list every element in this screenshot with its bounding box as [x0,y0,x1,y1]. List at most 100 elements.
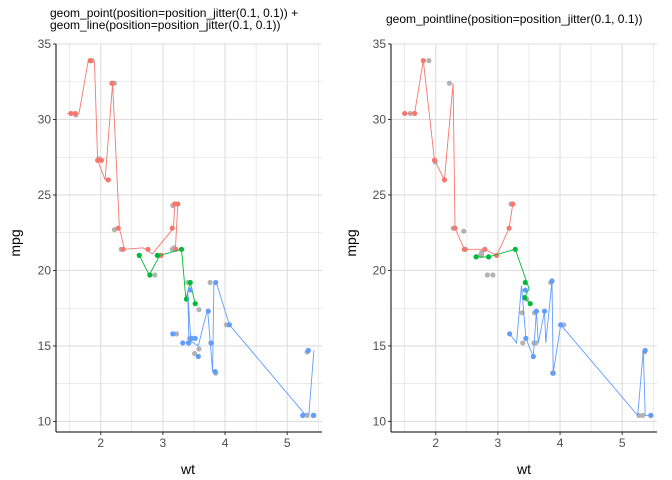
series-1-point [402,110,408,117]
series-1-point [95,157,101,163]
series-2-point [512,246,518,252]
series-3-point [507,331,513,337]
overlap-point [640,412,646,418]
overlap-point [461,228,467,234]
series-2-point [187,279,193,286]
overlap-point [426,58,432,64]
series-1-point [452,225,458,231]
y-tick-label: 25 [373,188,387,202]
x-tick-label: 4 [557,436,564,450]
series-1-line [404,60,514,257]
series-1-point [98,157,104,163]
series-3-line [187,282,315,415]
series-2-point [136,252,142,258]
y-tick-label: 30 [38,112,52,126]
overlap-point [490,272,496,278]
right-panel-x-axis-title: wt [516,461,531,477]
series-1-point [120,246,126,252]
series-1-point [145,246,151,252]
series-3-point [192,335,198,341]
series-1-point [105,177,111,183]
series-2-point [527,301,533,307]
overlap-point [484,272,490,278]
series-2-point [485,254,492,260]
right-panel-y-axis-title: mpg [343,229,359,256]
series-3-point [300,412,306,418]
overlap-point [196,307,202,313]
series-1-point [482,246,488,252]
right-panel-series [402,58,654,418]
series-3-point [549,278,555,284]
series-1-point [72,110,78,117]
left-panel: geom_point(position=position_jitter(0.1,… [7,6,322,477]
x-tick-label: 2 [432,436,439,450]
series-2-point [192,301,198,307]
left-panel-tick-labels: 2 3 4 5 10 15 20 25 30 35 [38,37,291,450]
left-panel-y-axis-title: mpg [7,229,23,256]
series-2-point [147,272,153,278]
right-panel-axes [390,44,657,433]
y-tick-label: 35 [38,37,52,51]
x-tick-label: 5 [619,436,626,450]
left-panel-title-line-2: geom_line(position=position_jitter(0.1, … [50,18,280,32]
overlap-point [446,80,453,86]
series-3-point [533,308,540,314]
series-3-point [305,347,311,354]
series-2-point [154,252,160,258]
x-tick-label: 2 [97,436,104,450]
x-tick-label: 4 [222,436,229,450]
left-panel-grid [56,43,322,432]
series-3-point [188,335,195,341]
series-2-point [178,246,185,252]
series-3-point [642,347,648,354]
series-1-point [461,246,467,252]
series-3-point [205,308,211,314]
series-2-point [522,295,528,301]
y-tick-label: 25 [38,188,52,202]
x-tick-label: 3 [160,436,167,450]
series-3-line [509,280,651,417]
series-1-point [441,177,448,183]
right-panel-tick-labels: 2 3 4 5 10 15 20 25 30 35 [373,37,626,450]
x-tick-label: 5 [284,436,291,450]
series-3-point [185,340,191,346]
series-1-point [109,80,115,86]
left-panel-series [67,58,316,418]
overlap-point [207,279,213,286]
left-panel-overlap-points [73,58,317,418]
series-1-point [412,110,418,117]
y-tick-label: 10 [373,414,387,428]
series-3-point [550,370,556,376]
series-2-point [522,279,528,286]
series-1-point [115,225,121,231]
series-1-point [87,58,93,64]
y-tick-label: 35 [373,37,387,51]
series-3-point [522,287,528,293]
right-panel: geom_pointline(position=position_jitter(… [343,12,657,477]
y-tick-label: 20 [373,263,387,277]
series-3-point [530,353,536,360]
series-3-point [226,322,232,328]
series-2-point [473,254,479,260]
right-panel-grid [391,43,657,432]
y-tick-label: 10 [38,414,52,428]
series-1-point [506,225,512,231]
x-tick-label: 3 [495,436,502,450]
series-3-point [212,369,218,375]
series-3-point [523,335,529,341]
series-1-point [510,201,516,207]
y-tick-label: 15 [38,339,52,353]
series-1-point [175,201,181,207]
series-1-point [169,225,175,231]
series-2-line [138,248,196,304]
series-1-point [420,58,426,64]
series-3-point [648,412,654,418]
series-3-point [187,287,193,293]
series-3-point [558,322,564,328]
series-3-point [541,308,548,314]
y-tick-label: 30 [373,112,387,126]
overlap-point [191,350,198,357]
overlap-point [173,331,180,337]
left-panel-x-axis-title: wt [180,461,195,477]
series-1-point [431,157,438,163]
